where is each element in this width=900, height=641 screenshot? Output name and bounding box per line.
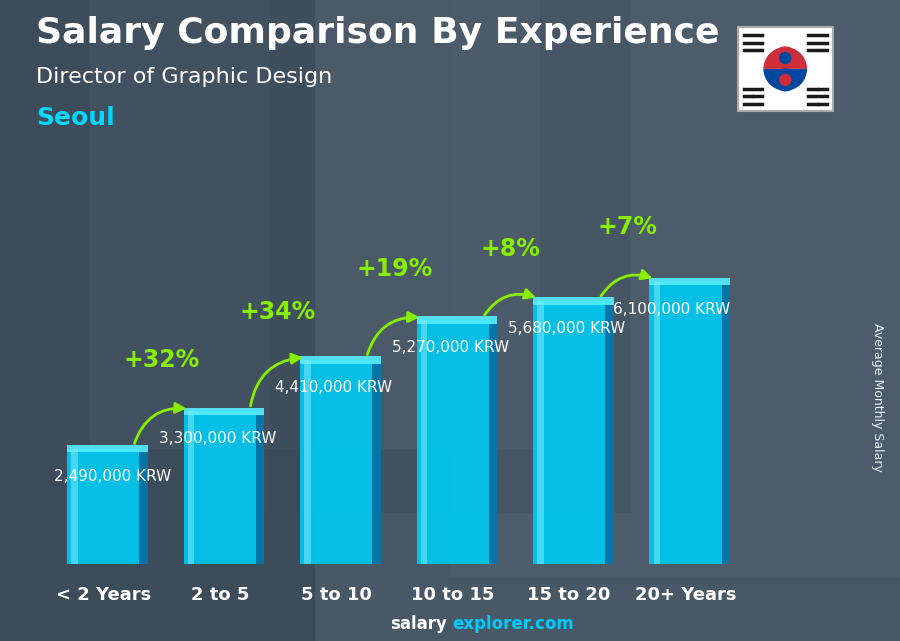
Wedge shape (763, 69, 807, 91)
Text: +32%: +32% (123, 349, 200, 372)
Text: 5,270,000 KRW: 5,270,000 KRW (392, 340, 508, 355)
Bar (537, 301, 544, 564)
Text: 4,410,000 KRW: 4,410,000 KRW (275, 380, 392, 395)
Bar (71, 449, 78, 564)
FancyBboxPatch shape (68, 445, 148, 453)
Text: explorer.com: explorer.com (453, 615, 574, 633)
FancyBboxPatch shape (417, 317, 498, 324)
Circle shape (774, 69, 796, 91)
Bar (256, 412, 265, 564)
Bar (304, 360, 310, 564)
Text: 2 to 5: 2 to 5 (191, 586, 249, 604)
Bar (140, 449, 148, 564)
Text: Salary Comparison By Experience: Salary Comparison By Experience (36, 16, 719, 50)
Text: 5 to 10: 5 to 10 (301, 586, 372, 604)
Bar (722, 281, 731, 564)
Bar (373, 360, 381, 564)
Bar (300, 360, 373, 564)
Text: +7%: +7% (598, 215, 657, 239)
Bar (68, 449, 140, 564)
Text: +34%: +34% (239, 300, 316, 324)
Text: 3,300,000 KRW: 3,300,000 KRW (158, 431, 276, 446)
Text: salary: salary (391, 615, 447, 633)
Circle shape (779, 53, 791, 63)
Bar (188, 412, 194, 564)
FancyBboxPatch shape (738, 27, 833, 111)
Text: 15 to 20: 15 to 20 (527, 586, 611, 604)
Text: 10 to 15: 10 to 15 (411, 586, 494, 604)
Bar (421, 320, 428, 564)
Bar (489, 320, 498, 564)
FancyBboxPatch shape (300, 356, 381, 363)
Text: Seoul: Seoul (36, 106, 115, 129)
Wedge shape (763, 47, 807, 69)
Bar (417, 320, 489, 564)
FancyBboxPatch shape (650, 278, 731, 285)
FancyBboxPatch shape (533, 297, 614, 304)
Bar (653, 281, 661, 564)
Text: 5,680,000 KRW: 5,680,000 KRW (508, 321, 626, 336)
Text: +19%: +19% (356, 257, 433, 281)
Circle shape (763, 47, 807, 91)
FancyBboxPatch shape (184, 408, 265, 415)
Text: 20+ Years: 20+ Years (634, 586, 736, 604)
Text: Director of Graphic Design: Director of Graphic Design (36, 67, 332, 87)
Bar (650, 281, 722, 564)
Text: < 2 Years: < 2 Years (56, 586, 151, 604)
Text: 6,100,000 KRW: 6,100,000 KRW (613, 302, 730, 317)
Bar (533, 301, 605, 564)
Bar (605, 301, 614, 564)
Text: 2,490,000 KRW: 2,490,000 KRW (54, 469, 172, 484)
Circle shape (774, 47, 796, 69)
Bar (184, 412, 256, 564)
Text: +8%: +8% (481, 237, 541, 261)
Text: Average Monthly Salary: Average Monthly Salary (871, 323, 884, 472)
Circle shape (779, 74, 791, 85)
